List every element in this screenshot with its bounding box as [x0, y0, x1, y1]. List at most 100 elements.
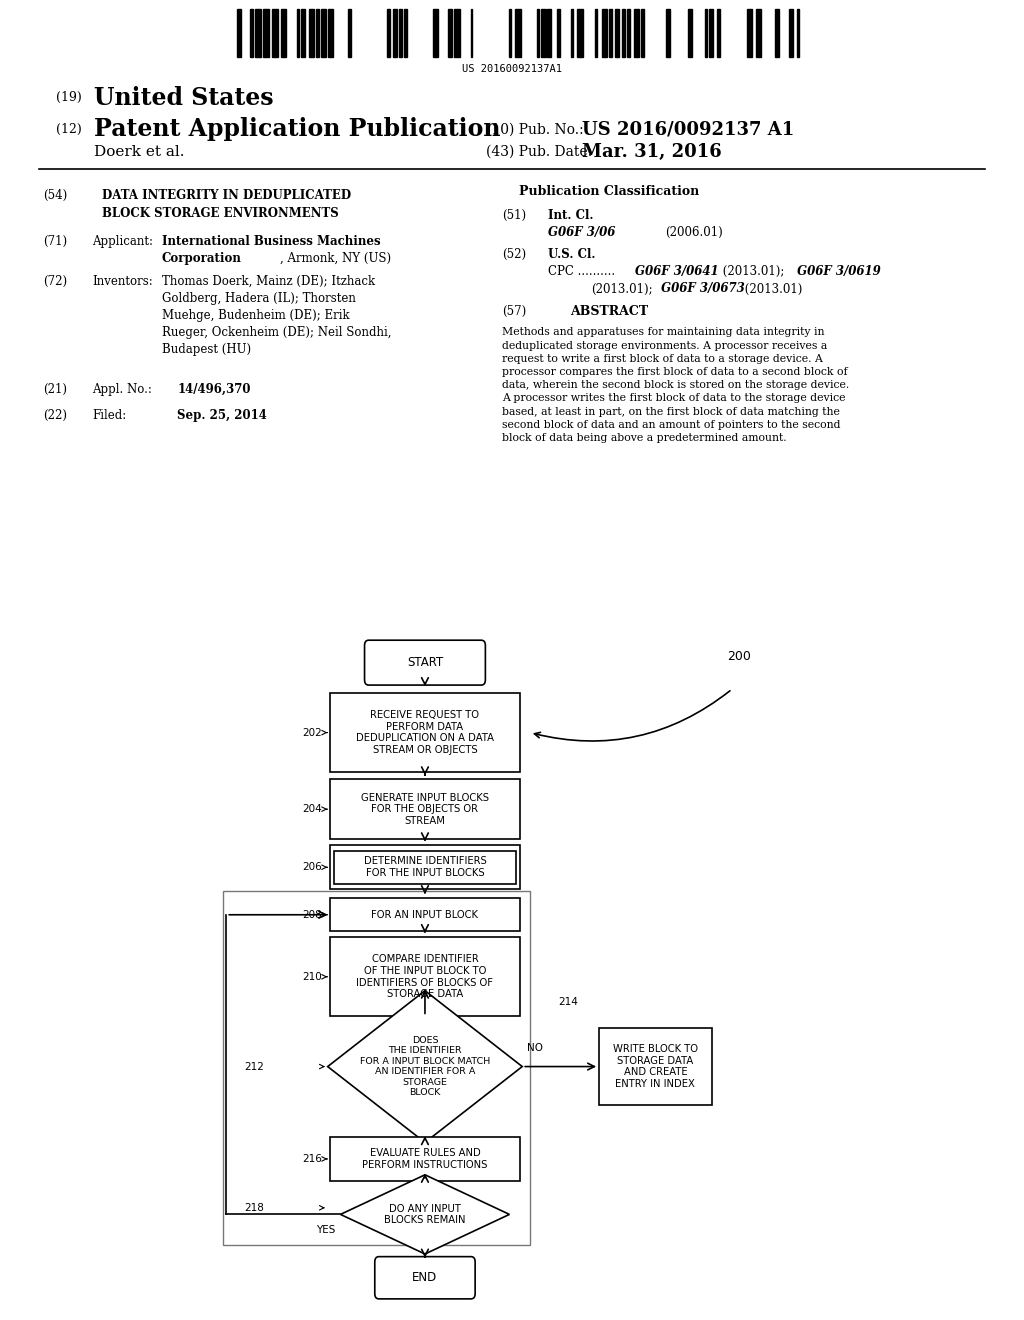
Bar [297, 9, 299, 57]
Text: 214: 214 [559, 998, 579, 1007]
Bar [557, 9, 560, 57]
Polygon shape [340, 1175, 510, 1254]
Bar [641, 9, 644, 57]
Bar [788, 9, 793, 57]
Text: US 20160092137A1: US 20160092137A1 [462, 63, 562, 74]
Text: Rueger, Ockenheim (DE); Neil Sondhi,: Rueger, Ockenheim (DE); Neil Sondhi, [162, 326, 391, 339]
Text: COMPARE IDENTIFIER
OF THE INPUT BLOCK TO
IDENTIFIERS OF BLOCKS OF
STORAGE DATA: COMPARE IDENTIFIER OF THE INPUT BLOCK TO… [356, 954, 494, 999]
Text: (10) Pub. No.:: (10) Pub. No.: [486, 123, 584, 136]
Text: 212: 212 [244, 1061, 264, 1072]
Text: Budapest (HU): Budapest (HU) [162, 343, 251, 356]
Bar [330, 779, 520, 840]
Bar [627, 9, 630, 57]
Text: (22): (22) [43, 409, 67, 422]
Bar [316, 9, 319, 57]
Text: Appl. No.:: Appl. No.: [92, 383, 152, 396]
Text: G06F 3/06: G06F 3/06 [548, 226, 615, 239]
Bar [348, 9, 351, 57]
Text: WRITE BLOCK TO
STORAGE DATA
AND CREATE
ENTRY IN INDEX: WRITE BLOCK TO STORAGE DATA AND CREATE E… [612, 1044, 698, 1089]
Bar [329, 9, 333, 57]
Text: (12): (12) [56, 123, 82, 136]
Text: (21): (21) [43, 383, 67, 396]
Text: US 2016/0092137 A1: US 2016/0092137 A1 [582, 120, 794, 139]
Text: (2006.01): (2006.01) [666, 226, 723, 239]
Text: 218: 218 [244, 1203, 264, 1213]
Bar [599, 1028, 712, 1105]
Text: 210: 210 [302, 972, 322, 982]
Text: (2013.01);: (2013.01); [591, 282, 652, 296]
Text: G06F 3/0641: G06F 3/0641 [635, 265, 719, 279]
Text: G06F 3/0619: G06F 3/0619 [793, 265, 881, 279]
Bar [238, 9, 241, 57]
Text: GENERATE INPUT BLOCKS
FOR THE OBJECTS OR
STREAM: GENERATE INPUT BLOCKS FOR THE OBJECTS OR… [360, 792, 489, 826]
Text: United States: United States [94, 86, 273, 110]
Bar [330, 846, 520, 890]
Text: EVALUATE RULES AND
PERFORM INSTRUCTIONS: EVALUATE RULES AND PERFORM INSTRUCTIONS [362, 1148, 487, 1170]
Bar [399, 9, 402, 57]
Text: CPC ..........: CPC .......... [548, 265, 615, 279]
Bar [330, 1138, 520, 1181]
Text: Int. Cl.: Int. Cl. [548, 209, 593, 222]
Text: (51): (51) [502, 209, 526, 222]
Bar [250, 9, 253, 57]
Text: Patent Application Publication: Patent Application Publication [94, 117, 501, 141]
Bar [272, 9, 279, 57]
Text: START: START [407, 656, 443, 669]
Text: END: END [413, 1271, 437, 1284]
Text: YES: YES [316, 1225, 335, 1236]
Bar [634, 9, 639, 57]
Bar [746, 9, 752, 57]
Text: BLOCK STORAGE ENVIRONMENTS: BLOCK STORAGE ENVIRONMENTS [102, 207, 339, 220]
Text: 204: 204 [302, 804, 322, 814]
Text: FOR AN INPUT BLOCK: FOR AN INPUT BLOCK [372, 909, 478, 920]
Bar [541, 9, 547, 57]
Text: DETERMINE IDENTIFIERS
FOR THE INPUT BLOCKS: DETERMINE IDENTIFIERS FOR THE INPUT BLOC… [364, 857, 486, 878]
FancyBboxPatch shape [375, 1257, 475, 1299]
Bar [330, 898, 520, 932]
Text: (71): (71) [43, 235, 68, 248]
Bar [393, 9, 397, 57]
Bar [709, 9, 713, 57]
Text: (52): (52) [502, 248, 526, 261]
Polygon shape [328, 990, 522, 1143]
Text: NO: NO [431, 1262, 447, 1272]
Text: G06F 3/0673: G06F 3/0673 [657, 282, 745, 296]
Text: U.S. Cl.: U.S. Cl. [548, 248, 595, 261]
Bar [570, 9, 573, 57]
Text: Goldberg, Hadera (IL); Thorsten: Goldberg, Hadera (IL); Thorsten [162, 292, 355, 305]
Text: 206: 206 [302, 862, 322, 873]
Text: Publication Classification: Publication Classification [519, 185, 699, 198]
Bar [223, 891, 530, 1245]
Text: (72): (72) [43, 275, 68, 288]
Text: Corporation: Corporation [162, 252, 242, 265]
Bar [623, 9, 625, 57]
Bar [330, 693, 520, 772]
Bar [255, 9, 261, 57]
Text: NO: NO [527, 1043, 544, 1053]
Bar [609, 9, 612, 57]
Bar [263, 9, 269, 57]
Text: International Business Machines: International Business Machines [162, 235, 381, 248]
Text: (19): (19) [56, 91, 82, 104]
Bar [548, 9, 551, 57]
Bar [615, 9, 620, 57]
Bar [775, 9, 779, 57]
Bar [717, 9, 721, 57]
Bar [322, 9, 326, 57]
Text: (2013.01);: (2013.01); [719, 265, 784, 279]
Text: (2013.01): (2013.01) [741, 282, 803, 296]
Bar [602, 9, 607, 57]
Text: Applicant:: Applicant: [92, 235, 154, 248]
Text: Thomas Doerk, Mainz (DE); Itzhack: Thomas Doerk, Mainz (DE); Itzhack [162, 275, 375, 288]
Bar [433, 9, 438, 57]
Bar [705, 9, 707, 57]
Bar [301, 9, 305, 57]
Text: ABSTRACT: ABSTRACT [570, 305, 648, 318]
Text: YES: YES [431, 1154, 451, 1163]
Text: DOES
THE IDENTIFIER
FOR A INPUT BLOCK MATCH
AN IDENTIFIER FOR A
STORAGE
BLOCK: DOES THE IDENTIFIER FOR A INPUT BLOCK MA… [359, 1036, 490, 1097]
FancyBboxPatch shape [365, 640, 485, 685]
Text: Filed:: Filed: [92, 409, 126, 422]
Bar [330, 937, 520, 1016]
Text: Sep. 25, 2014: Sep. 25, 2014 [177, 409, 267, 422]
Bar [281, 9, 287, 57]
